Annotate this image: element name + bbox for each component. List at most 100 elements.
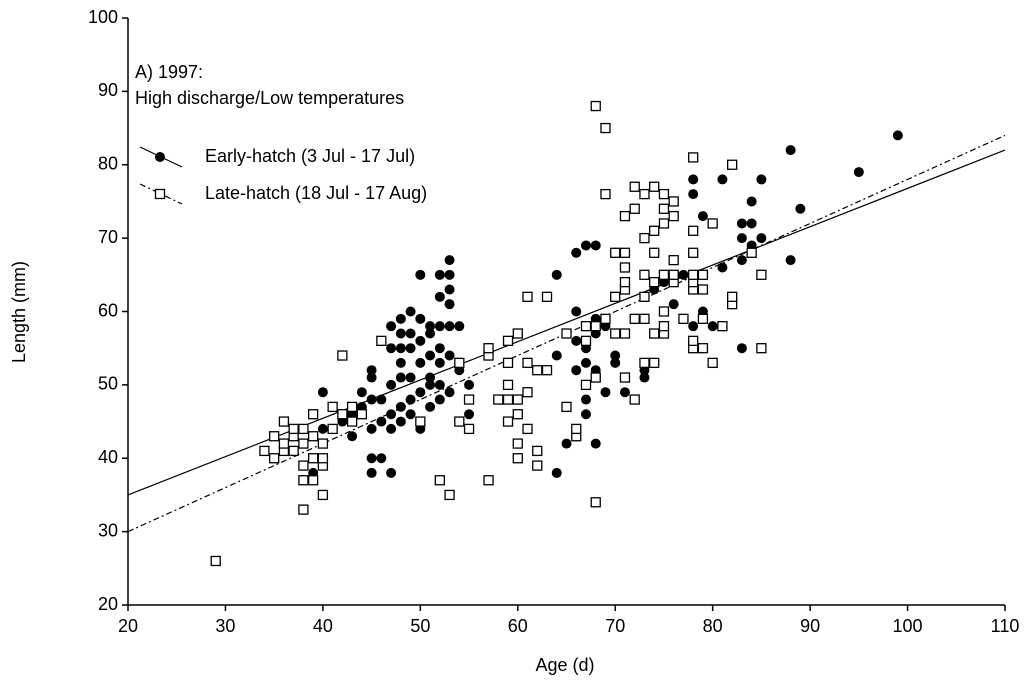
point [600,188,611,200]
point [717,174,728,185]
point [688,335,699,347]
point [434,379,445,390]
point [668,210,679,222]
point [502,379,514,391]
point [317,489,329,501]
point [444,321,455,332]
point [756,233,767,244]
point [415,335,426,346]
point [580,379,592,391]
point [600,122,611,134]
y-tick-label: 90 [98,80,118,100]
point [658,203,670,214]
point [795,203,806,214]
point [736,343,747,354]
point [853,167,864,178]
point [434,475,445,486]
point [688,269,699,280]
point [532,460,543,471]
point [386,379,397,390]
point [697,313,709,324]
point [386,467,397,478]
point [639,291,650,302]
legend-label: Late-hatch (18 Jul - 17 Aug) [205,183,427,203]
point [561,401,572,413]
point [434,269,445,280]
point [434,343,445,354]
point [756,343,767,354]
point [892,130,903,141]
point [590,100,601,112]
point [707,321,718,332]
point [785,255,796,266]
point [629,203,640,214]
point [444,489,455,501]
point [610,291,621,302]
point [590,497,601,508]
point [551,269,562,280]
point [649,247,660,258]
point [590,372,601,383]
point [756,174,767,185]
point [366,423,377,434]
point [649,328,660,339]
legend-label: Early-hatch (3 Jul - 17 Jul) [205,146,415,166]
x-tick-label: 100 [893,616,923,636]
legend-marker [154,188,166,200]
point [658,306,670,317]
point [697,284,709,295]
point [395,313,406,324]
point [298,423,309,435]
point [366,365,377,376]
point [512,328,523,339]
point [610,328,621,339]
point [512,438,523,449]
y-axis-label: Length (mm) [9,261,29,363]
point [532,445,543,457]
point [425,379,436,390]
point [590,321,601,332]
point [502,357,514,369]
point [580,321,592,332]
point [366,372,377,383]
point [395,372,406,383]
point [736,233,747,244]
point [639,269,650,280]
x-tick-label: 90 [800,616,820,636]
point [454,416,465,427]
point [464,409,475,420]
point [502,416,514,427]
y-tick-label: 30 [98,520,118,540]
point [463,394,475,405]
point [571,247,582,258]
point [561,438,572,449]
legend-marker [155,152,165,162]
point [307,409,319,420]
point [317,387,328,398]
point [395,416,406,427]
point [619,262,631,273]
point [688,174,699,185]
point [405,409,416,420]
point [610,247,621,258]
point [580,357,591,368]
point [619,210,631,222]
point [639,372,650,383]
point [658,188,670,200]
point [580,335,592,347]
point [727,159,738,170]
point [415,387,426,398]
point [522,387,533,398]
annotation: High discharge/Low temperatures [135,88,404,108]
point [522,423,533,435]
point [337,350,348,361]
point [619,387,630,398]
point [658,218,670,229]
point [444,299,455,310]
point [571,335,582,346]
point [288,423,299,435]
point [298,504,309,515]
point [532,365,543,376]
point [269,431,280,442]
